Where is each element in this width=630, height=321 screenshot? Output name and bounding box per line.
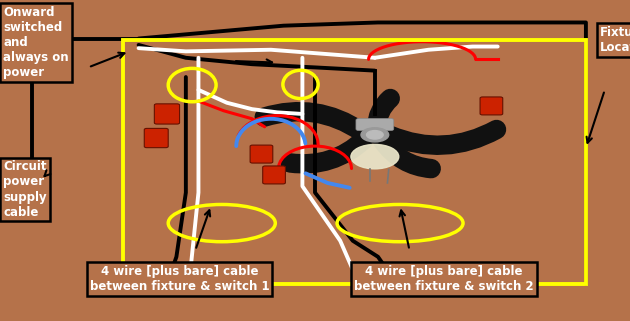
Circle shape	[367, 131, 383, 139]
Text: Onward
switched
and
always on
power: Onward switched and always on power	[3, 6, 69, 79]
Text: 4 wire [plus bare] cable
between fixture & switch 2: 4 wire [plus bare] cable between fixture…	[354, 265, 534, 293]
FancyBboxPatch shape	[154, 104, 180, 124]
FancyBboxPatch shape	[356, 118, 394, 131]
FancyBboxPatch shape	[144, 128, 168, 148]
Circle shape	[351, 144, 399, 169]
Text: Fixture
Location: Fixture Location	[600, 26, 630, 54]
FancyBboxPatch shape	[263, 166, 285, 184]
Bar	[123, 40, 586, 284]
Circle shape	[361, 128, 389, 142]
Text: 4 wire [plus bare] cable
between fixture & switch 1: 4 wire [plus bare] cable between fixture…	[89, 265, 270, 293]
Text: Circuit
power
supply
cable: Circuit power supply cable	[3, 160, 47, 219]
FancyBboxPatch shape	[480, 97, 503, 115]
FancyBboxPatch shape	[250, 145, 273, 163]
